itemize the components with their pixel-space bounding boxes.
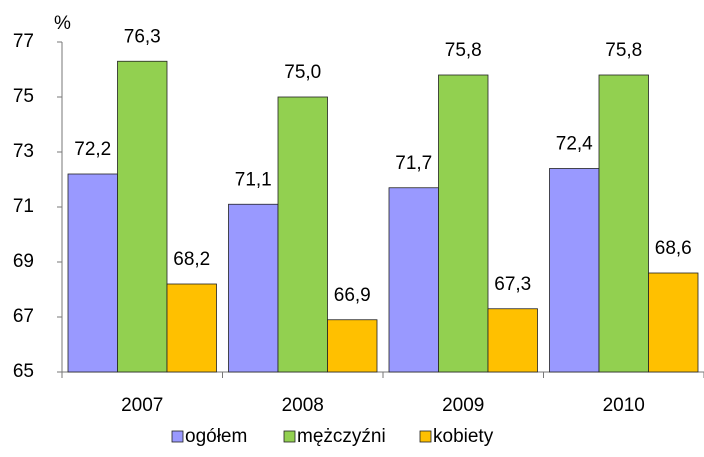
x-tick-label: 2007 — [121, 395, 163, 416]
y-axis-label: % — [54, 13, 71, 34]
y-tick-label: 65 — [13, 361, 34, 382]
value-label: 75,0 — [284, 62, 321, 83]
y-tick-label: 73 — [13, 141, 34, 162]
bar — [277, 96, 328, 373]
x-tick-label: 2009 — [442, 395, 484, 416]
bar — [67, 173, 118, 373]
x-tick-label: 2008 — [282, 395, 324, 416]
bar — [117, 60, 168, 373]
legend-label: ogółem — [185, 426, 247, 447]
bar — [648, 272, 699, 373]
value-label: 71,1 — [235, 169, 272, 190]
value-label: 72,4 — [556, 134, 593, 155]
legend-label: mężczyźni — [297, 426, 386, 447]
value-label: 67,3 — [494, 274, 531, 295]
bar — [327, 319, 378, 373]
y-tick-label: 77 — [13, 31, 34, 52]
bar — [549, 168, 600, 373]
bar — [388, 187, 439, 373]
bar — [166, 283, 217, 373]
legend-swatch — [283, 430, 296, 443]
bar — [438, 74, 489, 373]
x-tick-label: 2010 — [603, 395, 645, 416]
value-label: 75,8 — [605, 40, 642, 61]
y-tick-label: 71 — [13, 196, 34, 217]
legend-swatch — [171, 430, 184, 443]
legend-label: kobiety — [433, 426, 494, 447]
legend-swatch — [419, 430, 432, 443]
value-label: 72,2 — [74, 139, 111, 160]
value-label: 68,6 — [655, 238, 692, 259]
y-tick-label: 69 — [13, 251, 34, 272]
bar — [228, 203, 279, 373]
value-label: 75,8 — [445, 40, 482, 61]
y-tick-label: 75 — [13, 86, 34, 107]
value-label: 71,7 — [395, 153, 432, 174]
value-label: 76,3 — [124, 26, 161, 47]
value-label: 68,2 — [173, 249, 210, 270]
bar — [598, 74, 649, 373]
bar — [487, 308, 538, 373]
y-tick-label: 67 — [13, 306, 34, 327]
value-label: 66,9 — [334, 285, 371, 306]
